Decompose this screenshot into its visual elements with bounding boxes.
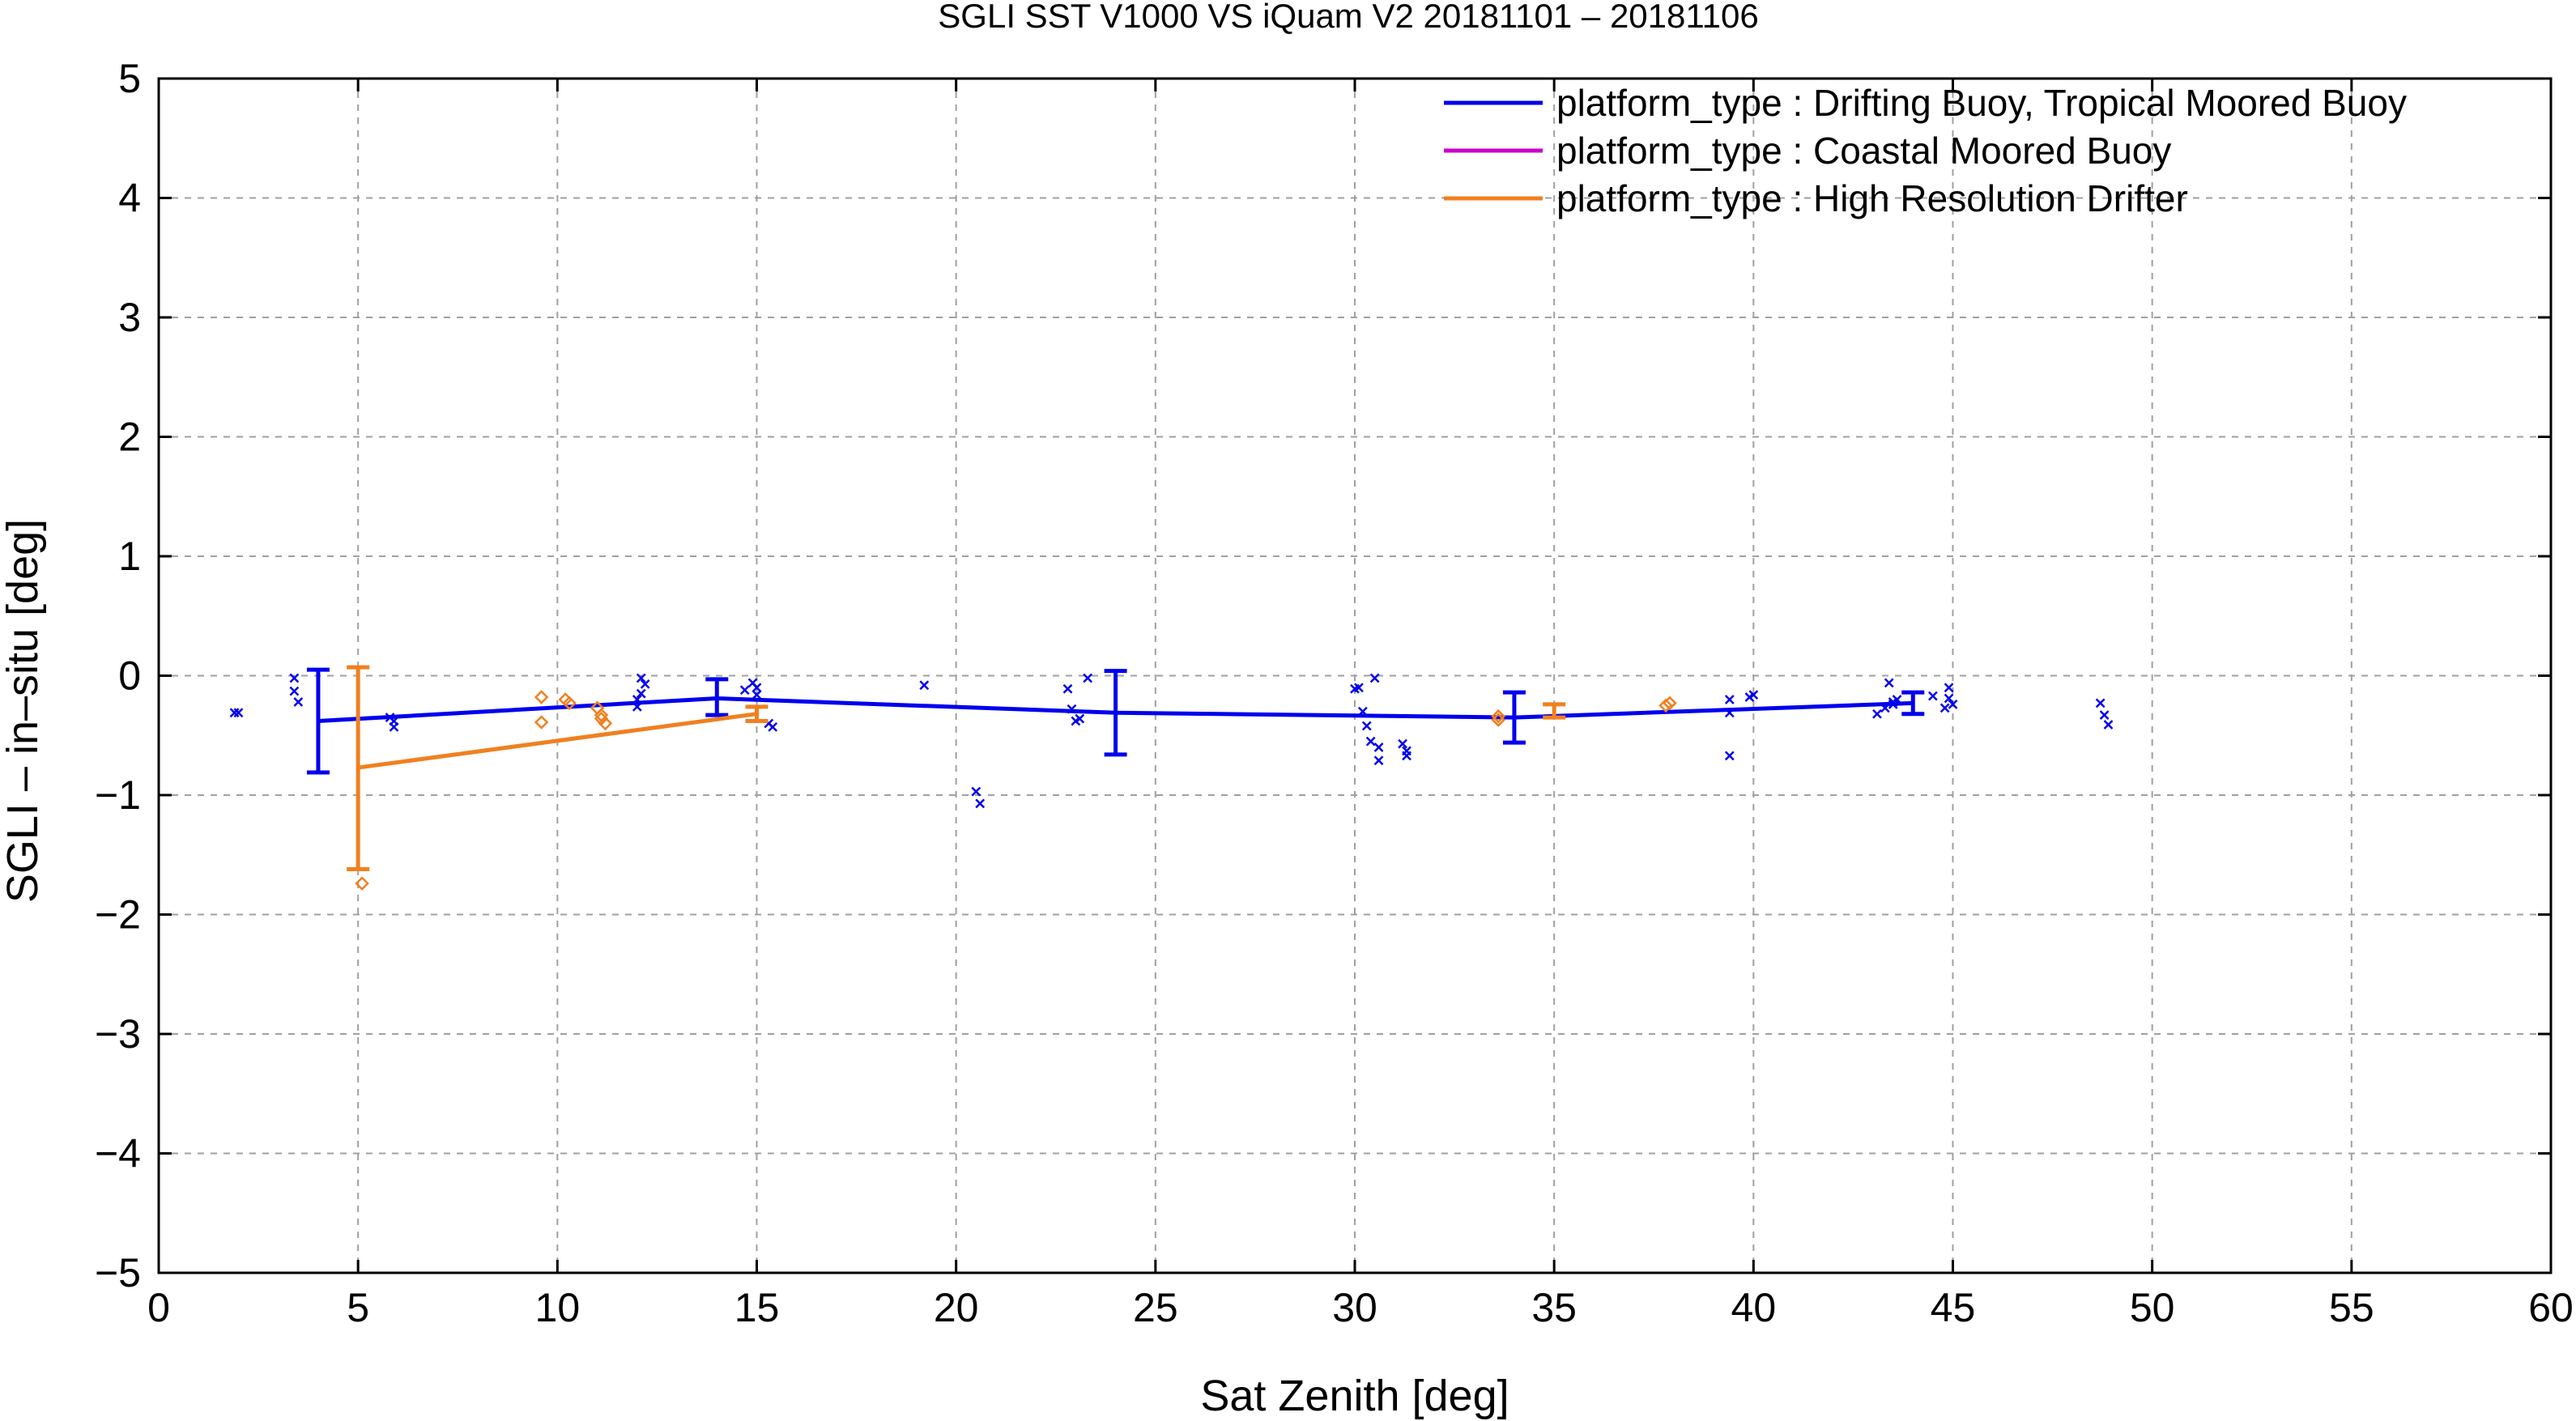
y-tick-label: 1 [118, 534, 141, 579]
y-tick-label: 3 [118, 295, 141, 340]
y-tick-label: 5 [118, 56, 141, 101]
error-bar [745, 704, 769, 724]
series-1 [229, 667, 2114, 809]
legend-entry: platform_type : High Resolution Drifter [1556, 177, 2188, 219]
data-point [1365, 736, 1376, 747]
y-tick-labels: −5 −4 −3 −2 −1 0 1 2 3 4 5 [95, 56, 141, 1295]
y-tick-label: 4 [118, 176, 141, 221]
x-tick-label: 20 [934, 1285, 979, 1330]
data-point [640, 679, 650, 689]
x-tick-label: 40 [1731, 1285, 1777, 1330]
data-point [534, 690, 549, 704]
data-point [1402, 751, 1411, 761]
data-point [355, 876, 369, 891]
x-tick-label: 0 [147, 1285, 170, 1330]
data-point [1373, 755, 1384, 766]
data-point [1075, 713, 1085, 724]
data-point [534, 715, 549, 730]
y-tick-label: −1 [95, 772, 141, 818]
error-bar [705, 677, 729, 717]
data-point [1373, 742, 1384, 752]
data-point [1944, 683, 1954, 693]
data-point [289, 673, 300, 683]
data-point [919, 680, 930, 691]
y-tick-label: −2 [95, 892, 141, 938]
data-point [768, 722, 778, 732]
series-3 [347, 665, 1677, 891]
chart-title: SGLI SST V1000 VS iQuam V2 20181101 – 20… [938, 0, 1758, 35]
data-point [1361, 721, 1372, 731]
y-axis-label: SGLI – in–situ [deg] [0, 519, 47, 903]
x-tick-label: 35 [1531, 1285, 1577, 1330]
data-point [233, 708, 244, 718]
axis-ticks [157, 77, 2553, 1274]
data-point [562, 696, 577, 711]
y-tick-label: −3 [95, 1011, 141, 1057]
x-tick-label: 55 [2329, 1285, 2374, 1330]
data-point [2103, 720, 2114, 730]
data-point [752, 690, 762, 700]
data-point [971, 786, 981, 797]
data-point [1872, 708, 1882, 719]
data-point [1948, 700, 1958, 709]
data-point [1062, 683, 1073, 694]
data-point [598, 716, 613, 731]
data-point [1398, 738, 1407, 749]
data-point [1663, 696, 1677, 711]
error-bar [1502, 690, 1526, 745]
data-point [1491, 713, 1506, 727]
data-point [1491, 708, 1506, 724]
x-tick-label: 10 [535, 1285, 581, 1330]
legend: platform_type : Drifting Buoy, Tropical … [1444, 82, 2407, 219]
data-point [1083, 673, 1093, 683]
data-point [739, 685, 750, 696]
data-point [636, 673, 646, 683]
data-point [975, 798, 986, 809]
series-line [357, 712, 757, 770]
data-point [2095, 698, 2106, 708]
legend-entry: platform_type : Drifting Buoy, Tropical … [1556, 82, 2407, 124]
data-point [1724, 695, 1735, 704]
x-tick-label: 30 [1332, 1285, 1377, 1330]
x-tick-label: 25 [1133, 1285, 1178, 1330]
data-point [1369, 673, 1380, 683]
data-point [2099, 710, 2110, 721]
y-tick-label: 0 [118, 653, 141, 699]
error-bar [1901, 690, 1925, 717]
x-tick-label: 5 [347, 1285, 369, 1330]
y-tick-label: −4 [95, 1131, 141, 1176]
x-axis-label: Sat Zenith [deg] [1200, 1372, 1509, 1420]
x-tick-labels: 0 5 10 15 20 25 30 35 40 45 50 55 60 [147, 1285, 2574, 1330]
error-bar [1104, 669, 1127, 757]
x-tick-label: 50 [2130, 1285, 2175, 1330]
data-point [1939, 703, 1950, 713]
data-point [1354, 683, 1364, 693]
y-tick-label: 2 [118, 415, 141, 460]
data-point [1748, 690, 1759, 700]
series-layer [229, 665, 2114, 891]
error-bar [1543, 702, 1566, 720]
data-point [1884, 678, 1894, 688]
error-bar [347, 665, 370, 871]
x-tick-label: 45 [1931, 1285, 1976, 1330]
data-point [1944, 693, 1954, 704]
x-tick-label: 60 [2528, 1285, 2574, 1330]
gridlines [159, 79, 2551, 1273]
data-point [636, 688, 646, 699]
error-bar [306, 667, 330, 775]
data-point [1927, 691, 1938, 701]
data-point [1658, 698, 1673, 713]
data-point [1724, 751, 1735, 761]
x-tick-label: 15 [734, 1285, 780, 1330]
data-point [293, 697, 304, 707]
data-point [752, 683, 762, 693]
data-point [389, 722, 399, 732]
legend-entry: platform_type : Coastal Moored Buoy [1556, 130, 2171, 172]
data-point [289, 686, 300, 696]
y-tick-label: −5 [95, 1250, 141, 1295]
